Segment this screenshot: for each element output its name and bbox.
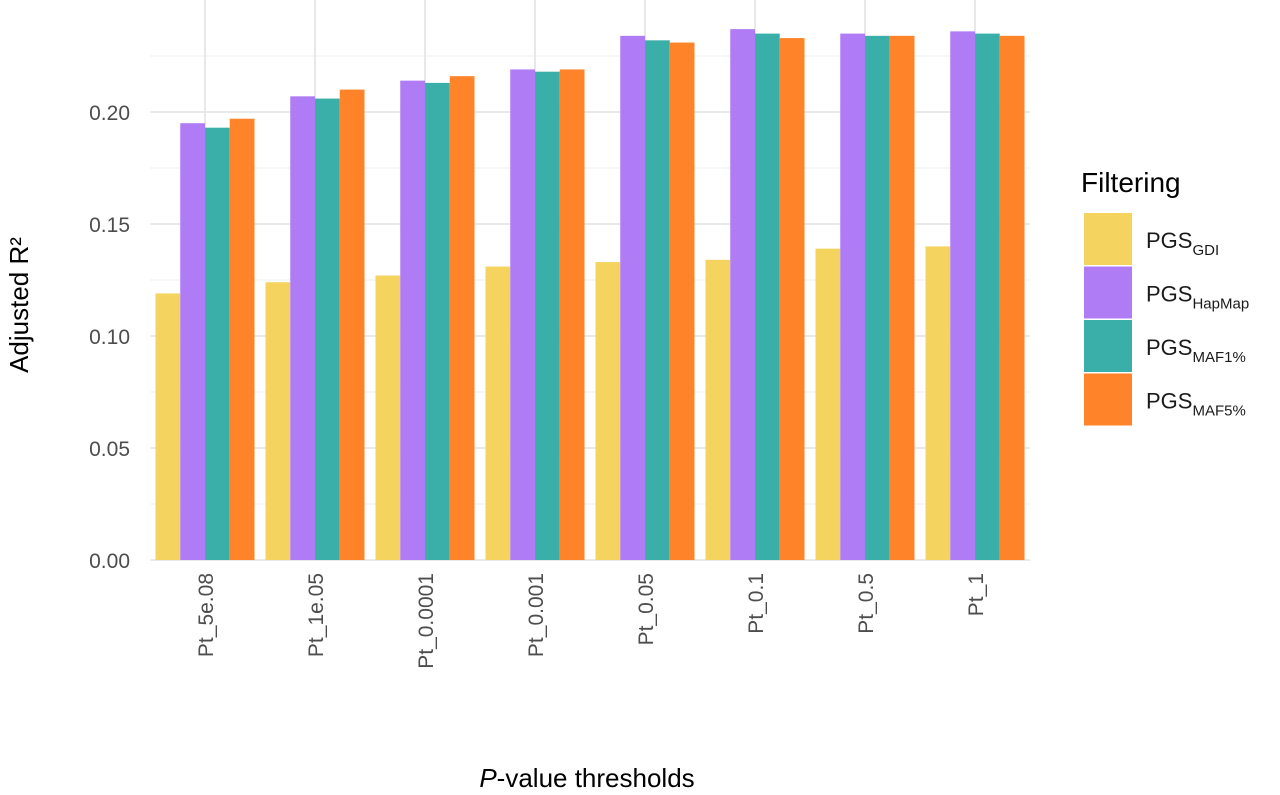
x-axis-title: P-value thresholds [479, 763, 694, 793]
bar-MAF1%-Pt_0.1 [755, 33, 780, 561]
bar-HapMap-Pt_0.001 [510, 69, 535, 560]
y-axis-ticks: 0.00 0.05 0.10 0.15 0.20 [89, 102, 130, 573]
x-tick-label: Pt_0.5 [855, 573, 878, 634]
bar-GDI-Pt_0.1 [705, 259, 731, 560]
y-tick-label: 0.00 [89, 550, 130, 573]
bar-GDI-Pt_0.001 [485, 266, 511, 560]
legend-key [1084, 266, 1132, 319]
y-axis-title: Adjusted R² [4, 237, 34, 373]
x-tick-label: Pt_5e.08 [195, 573, 218, 657]
bar-HapMap-Pt_0.05 [620, 35, 645, 560]
bar-GDI-Pt_1e.05 [265, 282, 291, 560]
bar-MAF1%-Pt_0.0001 [425, 82, 450, 560]
x-tick-label: Pt_0.0001 [415, 573, 438, 669]
bar-MAF5%-Pt_0.5 [889, 35, 915, 560]
bar-MAF1%-Pt_0.05 [645, 40, 670, 560]
bar-MAF1%-Pt_1 [975, 33, 1000, 561]
legend-label: PGSMAF1% [1146, 335, 1246, 366]
legend-items: PGSGDI PGSHapMap PGSMAF1% PGSMAF5% [1084, 213, 1249, 426]
bars [155, 29, 1025, 561]
x-tick-label: Pt_1 [965, 573, 988, 616]
bar-MAF5%-Pt_0.001 [559, 69, 585, 560]
bar-GDI-Pt_5e.08 [155, 293, 181, 560]
y-tick-label: 0.05 [89, 438, 130, 461]
bar-MAF5%-Pt_0.0001 [449, 76, 475, 560]
bar-MAF1%-Pt_0.5 [865, 35, 890, 560]
legend-key [1084, 373, 1132, 426]
bar-HapMap-Pt_0.0001 [400, 80, 425, 560]
legend-key [1084, 213, 1132, 265]
bar-MAF5%-Pt_1 [999, 35, 1025, 560]
legend-label: PGSHapMap [1146, 282, 1249, 313]
bar-HapMap-Pt_5e.08 [180, 123, 205, 560]
bar-MAF5%-Pt_0.05 [669, 42, 695, 561]
bar-MAF1%-Pt_5e.08 [205, 127, 230, 561]
legend-key [1084, 320, 1132, 372]
legend-label: PGSMAF5% [1146, 389, 1246, 420]
x-tick-label: Pt_0.1 [745, 573, 768, 634]
legend-title: Filtering [1081, 167, 1181, 198]
bar-HapMap-Pt_1e.05 [290, 96, 315, 560]
bar-MAF5%-Pt_1e.05 [339, 89, 365, 560]
x-axis-title-italic: P [479, 763, 497, 793]
x-axis-ticks: Pt_5e.08 Pt_1e.05 Pt_0.0001 Pt_0.001 Pt_0.05… [195, 573, 988, 669]
legend-label: PGSGDI [1146, 228, 1219, 259]
bar-HapMap-Pt_1 [950, 31, 975, 561]
x-tick-label: Pt_1e.05 [305, 573, 328, 657]
y-tick-label: 0.15 [89, 214, 130, 237]
bar-GDI-Pt_0.0001 [375, 275, 401, 560]
bar-MAF5%-Pt_0.1 [779, 38, 805, 560]
y-tick-label: 0.20 [89, 102, 130, 125]
y-tick-label: 0.10 [89, 326, 130, 349]
bar-GDI-Pt_0.05 [595, 262, 621, 560]
x-axis-title-rest: -value thresholds [497, 763, 695, 793]
x-tick-label: Pt_0.05 [635, 573, 658, 645]
bar-HapMap-Pt_0.5 [840, 33, 865, 561]
bar-GDI-Pt_1 [925, 246, 951, 560]
legend: Filtering PGSGDI PGSHapMap PGSMAF1% PGSMAF5… [1081, 167, 1249, 426]
bar-MAF5%-Pt_5e.08 [229, 118, 255, 560]
x-tick-label: Pt_0.001 [525, 573, 548, 657]
bar-MAF1%-Pt_1e.05 [315, 98, 340, 560]
bar-MAF1%-Pt_0.001 [535, 71, 560, 561]
bar-GDI-Pt_0.5 [815, 248, 841, 560]
bar-HapMap-Pt_0.1 [730, 29, 755, 561]
